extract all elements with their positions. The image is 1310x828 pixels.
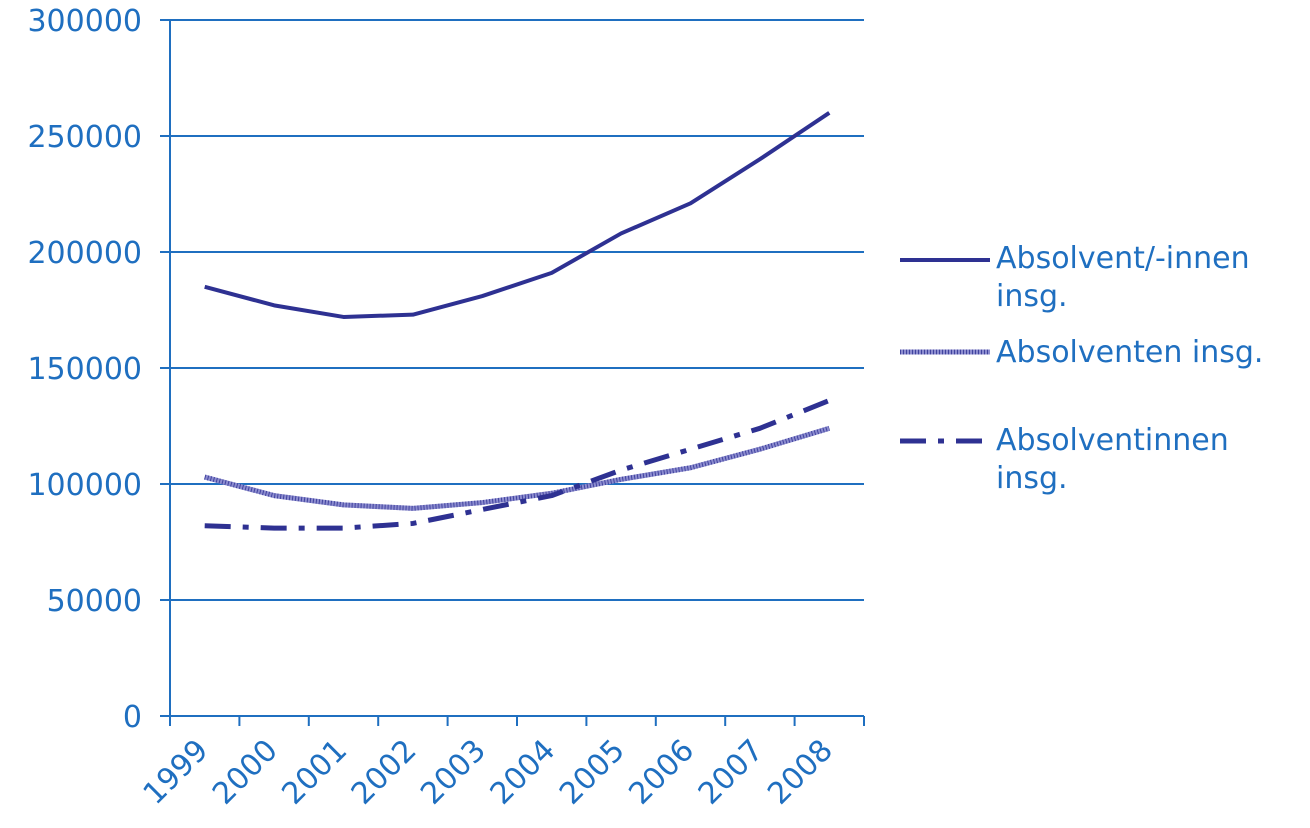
data-point-series-1-1999 (202, 475, 207, 480)
legend-label-series-0: Absolvent/-innen insg. (996, 241, 1250, 314)
legend-label-series-1: Absolventen insg. (996, 335, 1264, 370)
data-point-series-2-2001 (341, 526, 346, 531)
data-point-series-1-2002 (410, 506, 415, 511)
data-point-series-0-2005 (619, 231, 624, 236)
data-point-series-0-2007 (757, 157, 762, 162)
data-point-series-2-2003 (480, 507, 485, 512)
data-point-series-0-2001 (341, 314, 346, 319)
x-tick-label-2003: 2003 (414, 733, 493, 812)
series-line-0 (204, 111, 831, 319)
x-tick-label-2002: 2002 (345, 733, 424, 812)
y-tick-label-100000: 100000 (27, 468, 142, 503)
x-tick-label-2000: 2000 (206, 733, 285, 812)
data-point-series-0-1999 (202, 284, 207, 289)
data-point-series-0-2004 (549, 270, 554, 275)
data-point-series-1-2008 (827, 426, 832, 431)
grid-lines (170, 19, 864, 601)
data-point-series-1-2007 (757, 447, 762, 452)
y-tick-label-200000: 200000 (27, 236, 142, 271)
x-tick-label-2001: 2001 (275, 733, 354, 812)
data-point-series-2-2000 (272, 526, 277, 531)
data-point-series-0-2008 (827, 110, 832, 115)
data-point-series-2-2004 (549, 493, 554, 498)
x-tick-label-2007: 2007 (692, 733, 771, 812)
axes (160, 19, 865, 726)
y-tick-label-50000: 50000 (47, 584, 142, 619)
data-point-series-2-2008 (827, 398, 832, 403)
y-tick-label-300000: 300000 (27, 4, 142, 39)
y-tick-labels: 0 50000 100000 150000 200000 250000 300000 (27, 4, 142, 735)
series-line-2 (204, 398, 831, 531)
data-point-series-2-2005 (619, 468, 624, 473)
y-tick-label-250000: 250000 (27, 120, 142, 155)
x-tick-label-2005: 2005 (553, 733, 632, 812)
data-point-series-1-2001 (341, 502, 346, 507)
data-point-series-2-2007 (757, 426, 762, 431)
data-point-series-1-2000 (272, 493, 277, 498)
data-point-series-0-2000 (272, 303, 277, 308)
x-tick-label-2006: 2006 (622, 733, 701, 812)
x-tick-label-1999: 1999 (137, 733, 216, 812)
data-point-series-2-1999 (202, 523, 207, 528)
legend-label-series-2: Absolventinnen insg. (996, 423, 1229, 496)
data-point-series-1-2003 (480, 500, 485, 505)
data-point-series-2-2006 (688, 447, 693, 452)
series-line-1-overlay (204, 425, 831, 511)
data-point-series-0-2006 (688, 201, 693, 206)
data-point-series-0-2002 (410, 312, 415, 317)
y-tick-label-150000: 150000 (27, 352, 142, 387)
series-lines (202, 110, 832, 531)
legend-swatches (900, 258, 990, 444)
data-point-series-1-2005 (619, 477, 624, 482)
x-tick-label-2008: 2008 (761, 733, 840, 812)
data-point-series-1-2006 (688, 465, 693, 470)
data-point-series-2-2002 (410, 521, 415, 526)
y-tick-label-0: 0 (123, 700, 142, 735)
x-tick-label-2004: 2004 (484, 733, 563, 812)
data-point-series-0-2003 (480, 294, 485, 299)
